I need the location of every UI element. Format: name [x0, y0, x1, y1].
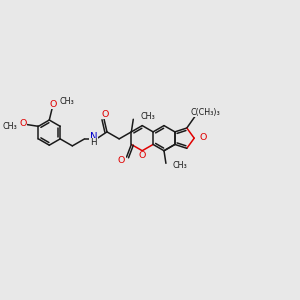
Text: N: N	[90, 132, 97, 142]
Text: CH₃: CH₃	[2, 122, 17, 131]
Text: CH₃: CH₃	[173, 161, 188, 170]
Text: O: O	[139, 151, 146, 160]
Text: O: O	[101, 110, 109, 119]
Text: N: N	[90, 132, 97, 142]
Text: CH₃: CH₃	[173, 161, 188, 170]
Text: C(CH₃)₃: C(CH₃)₃	[191, 108, 221, 117]
Text: O: O	[19, 119, 27, 128]
Text: H: H	[90, 138, 97, 147]
Text: CH₃: CH₃	[60, 97, 75, 106]
Text: O: O	[200, 133, 207, 142]
Text: CH₃: CH₃	[60, 97, 75, 106]
Text: CH₃: CH₃	[2, 122, 17, 131]
Text: CH₃: CH₃	[140, 112, 155, 121]
Text: O: O	[101, 110, 109, 119]
Text: O: O	[199, 133, 206, 142]
Text: O: O	[118, 156, 125, 165]
Text: CH₃: CH₃	[140, 112, 155, 121]
Text: C(CH₃)₃: C(CH₃)₃	[191, 108, 221, 117]
Text: O: O	[50, 100, 57, 109]
Text: O: O	[118, 156, 125, 165]
Text: H: H	[90, 138, 97, 147]
Text: O: O	[19, 119, 27, 128]
Text: O: O	[139, 151, 146, 160]
Text: O: O	[50, 100, 57, 109]
